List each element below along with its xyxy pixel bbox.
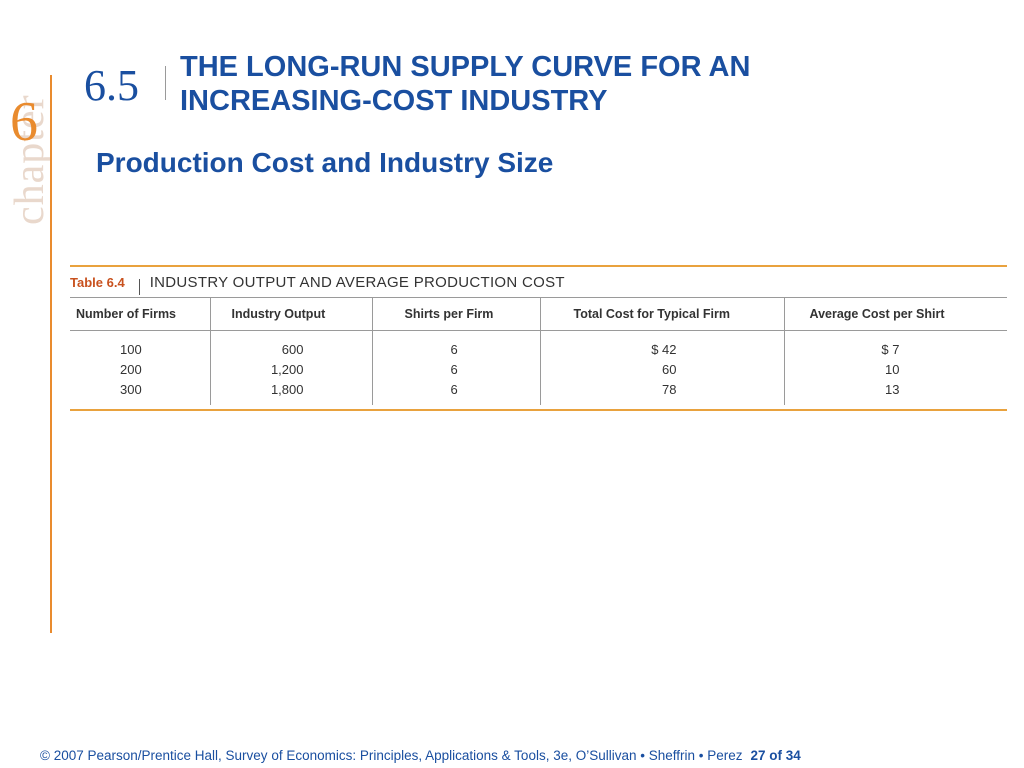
table-label: Table 6.4	[70, 274, 125, 290]
cell-value: 13	[885, 381, 900, 397]
table-cell: 300	[70, 379, 210, 405]
cell-value: 78	[662, 381, 677, 397]
table-cell: $ 42	[539, 330, 784, 359]
column-header: Total Cost for Typical Firm	[539, 298, 784, 331]
slide-subtitle: Production Cost and Industry Size	[96, 147, 554, 178]
table-header-row: Number of Firms Industry Output Shirts p…	[70, 298, 1007, 331]
column-header: Number of Firms	[70, 298, 210, 331]
table-cell: 78	[539, 379, 784, 405]
section-number: 6.5	[84, 61, 139, 110]
table-row: 100 600 6 $ 42 $ 7	[70, 330, 1007, 360]
slide-title-line1: THE LONG-RUN SUPPLY CURVE FOR AN	[180, 51, 751, 83]
cell-value: $ 7	[881, 341, 900, 357]
column-header: Industry Output	[209, 298, 372, 331]
table-cell: 6	[371, 330, 540, 359]
column-header: Average Cost per Shirt	[783, 298, 1007, 331]
cell-value: 6	[450, 381, 458, 397]
table-cell: 6	[371, 359, 540, 379]
table-cell: 1,200	[209, 359, 372, 379]
table-cell: 100	[70, 331, 210, 360]
table-title: INDUSTRY OUTPUT AND AVERAGE PRODUCTION C…	[149, 273, 565, 291]
cell-value: 6	[450, 361, 458, 377]
data-table: Number of Firms Industry Output Shirts p…	[70, 298, 1007, 405]
footer: © 2007 Pearson/Prentice Hall, Survey of …	[40, 748, 1010, 763]
table-caption: Table 6.4 INDUSTRY OUTPUT AND AVERAGE PR…	[70, 267, 1007, 297]
cell-value: 10	[885, 361, 900, 377]
cell-value: 100	[120, 341, 142, 357]
table-cell: 60	[539, 359, 784, 379]
table-cell: 200	[70, 359, 210, 379]
cell-value: 200	[120, 361, 142, 377]
footer-copyright: © 2007 Pearson/Prentice Hall, Survey of …	[40, 748, 743, 763]
table-cell: $ 7	[783, 330, 1007, 359]
cell-value: 60	[662, 361, 677, 377]
column-header: Shirts per Firm	[371, 298, 540, 331]
title-divider	[165, 66, 166, 100]
page-counter: 27 of 34	[750, 748, 801, 763]
table-row: 300 1,800 6 78 13	[70, 379, 1007, 405]
table-top-rule	[70, 265, 1007, 267]
table-cell: 600	[209, 330, 372, 359]
cell-value: 6	[450, 341, 458, 357]
cell-value: 300	[120, 381, 142, 397]
table-block: Table 6.4 INDUSTRY OUTPUT AND AVERAGE PR…	[70, 265, 1007, 411]
slide-title: THE LONG-RUN SUPPLY CURVE FOR AN INCREAS…	[180, 50, 900, 118]
header-rule	[70, 297, 1007, 298]
cell-value: 600	[281, 341, 304, 357]
table-cell: 6	[371, 379, 540, 405]
caption-tick	[138, 279, 140, 295]
table-bottom-rule	[70, 409, 1007, 411]
cell-value: $ 42	[651, 341, 677, 357]
table-cell: 10	[783, 359, 1007, 379]
chapter-rule	[50, 75, 52, 633]
slide-title-line2: INCREASING-COST INDUSTRY	[180, 85, 608, 117]
cell-value: 1,200	[270, 361, 304, 377]
table-cell: 1,800	[209, 379, 372, 405]
cell-value: 1,800	[270, 381, 304, 397]
table-row: 200 1,200 6 60 10	[70, 359, 1007, 379]
table-cell: 13	[783, 379, 1007, 405]
chapter-number: 6	[10, 91, 38, 153]
